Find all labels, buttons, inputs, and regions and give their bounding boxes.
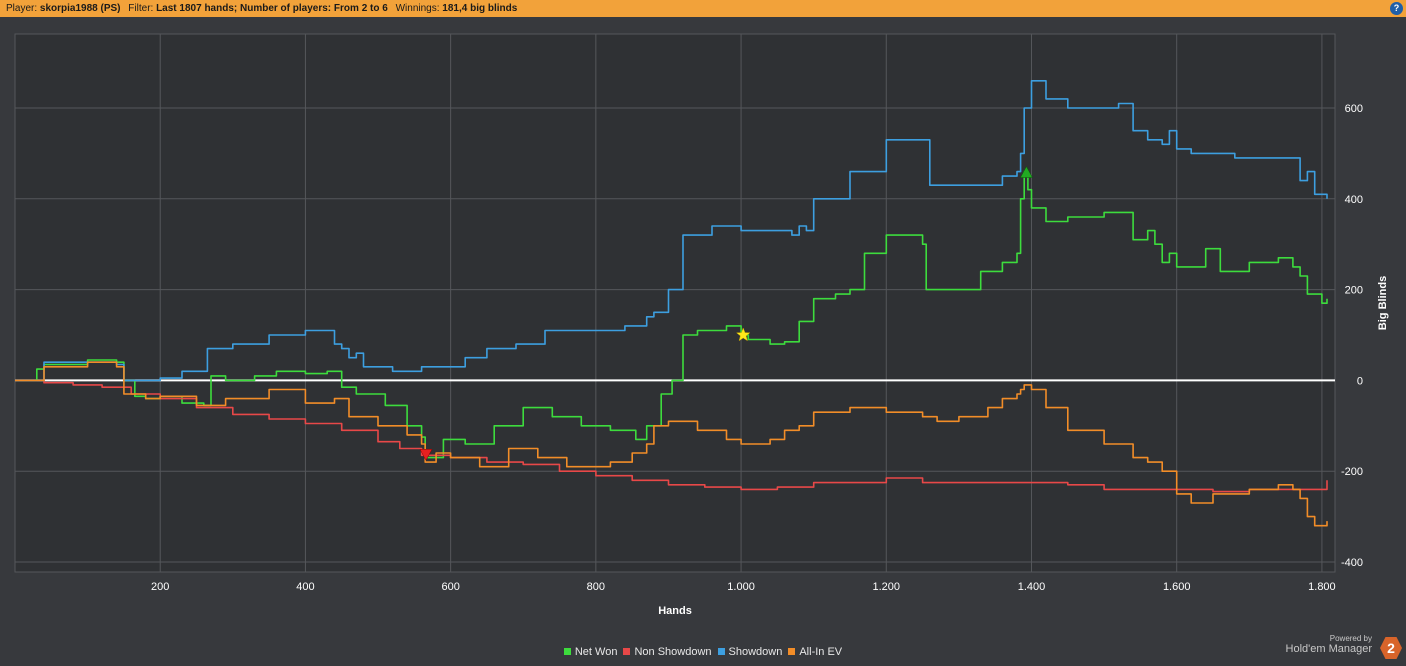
high-point-marker: [1019, 166, 1033, 178]
filter-label: Filter:: [128, 3, 154, 14]
series-lines: [15, 80, 1328, 527]
all-in-ev-line: [15, 361, 1328, 527]
legend-swatch: [623, 648, 631, 655]
legend-swatch: [788, 648, 796, 655]
legend-item-showdown[interactable]: Showdown: [717, 646, 783, 658]
legend-label: Net Won: [574, 646, 618, 658]
winnings-graph: 200 400 600 800 1.000 1.200 1.400 1.600 1.800 60…: [14, 33, 1389, 617]
legend-label: Showdown: [728, 646, 783, 658]
player-value: skorpia1988 (PS): [39, 3, 121, 14]
legend-label: Non Showdown: [634, 646, 712, 658]
branding: Powered by Hold'em Manager 2: [1285, 634, 1402, 659]
x-axis-ticks: 200 400 600 800 1.000 1.200 1.400 1.600 1.800: [151, 581, 1336, 593]
y-tick-label: 400: [1345, 194, 1363, 206]
filter-summary-bar: Player: skorpia1988 (PS) Filter: Last 18…: [0, 0, 1406, 17]
powered-by-text: Powered by: [1329, 634, 1372, 643]
hem2-logo-icon: 2: [1380, 637, 1402, 659]
showdown-line: [15, 80, 1328, 382]
plot-area: [14, 33, 1336, 573]
legend-item-net-won[interactable]: Net Won: [563, 646, 618, 658]
x-tick-label: 800: [587, 581, 605, 593]
net-won-line: [15, 170, 1328, 459]
player-label: Player:: [6, 3, 38, 14]
y-tick-label: 600: [1345, 103, 1363, 115]
y-tick-label: 0: [1357, 375, 1363, 387]
y-axis-label: Big Blinds: [1377, 276, 1389, 330]
x-tick-label: 1.000: [727, 581, 755, 593]
winnings-label: Winnings:: [395, 3, 440, 14]
help-icon[interactable]: ?: [1390, 2, 1403, 15]
y-tick-label: -400: [1341, 557, 1363, 569]
best-session-star-marker: [735, 327, 751, 342]
filter-value: Last 1807 hands; Number of players: From…: [156, 3, 388, 14]
x-axis-label: Hands: [658, 605, 692, 617]
y-tick-label: 200: [1345, 285, 1363, 297]
legend-swatch: [563, 648, 571, 655]
x-tick-label: 1.600: [1163, 581, 1191, 593]
chart-legend: Net Won Non Showdown Showdown All-In EV: [0, 646, 1406, 658]
product-name: Hold'em Manager: [1285, 643, 1372, 655]
x-tick-label: 600: [441, 581, 459, 593]
x-tick-label: 1.800: [1308, 581, 1336, 593]
y-axis-ticks: 600 400 200 0 -200 -400: [1341, 103, 1363, 569]
chart-markers: [419, 166, 1033, 461]
y-tick-label: -200: [1341, 466, 1363, 478]
x-tick-label: 1.400: [1018, 581, 1046, 593]
x-tick-label: 400: [296, 581, 314, 593]
legend-label: All-In EV: [799, 646, 843, 658]
legend-item-all-in-ev[interactable]: All-In EV: [788, 646, 842, 658]
legend-item-non-showdown[interactable]: Non Showdown: [623, 646, 712, 658]
winnings-value: 181,4 big blinds: [442, 3, 518, 14]
x-tick-label: 1.200: [873, 581, 901, 593]
x-tick-label: 200: [151, 581, 169, 593]
legend-swatch: [717, 648, 725, 655]
low-point-marker: [419, 449, 433, 461]
